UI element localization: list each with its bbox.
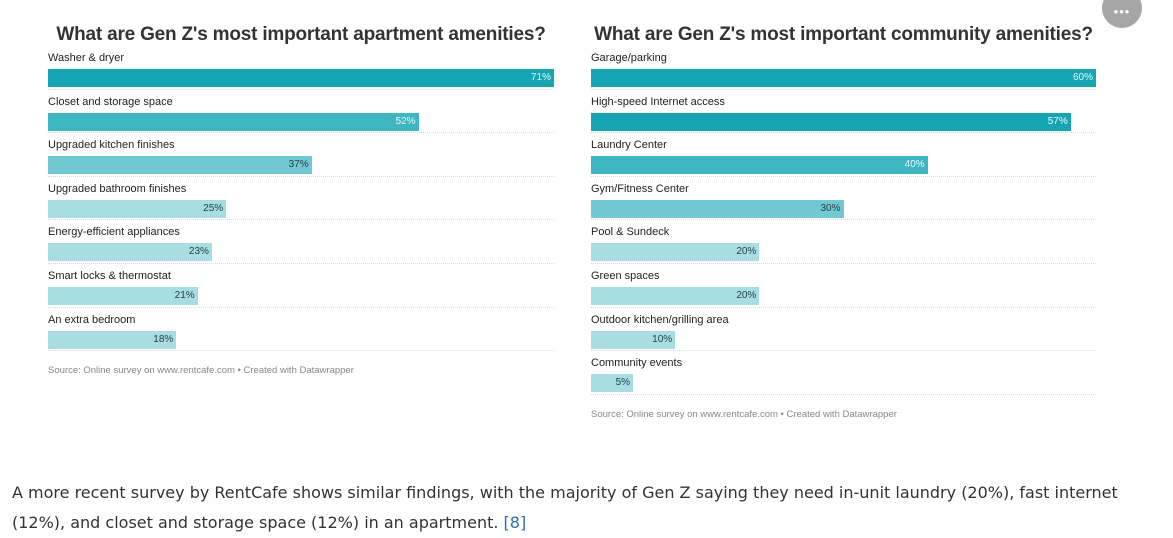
- bar-label: Energy-efficient appliances: [48, 226, 180, 239]
- bar-row: Garage/parking 60%: [591, 50, 1096, 94]
- more-dots-icon: •••: [1113, 4, 1131, 19]
- bar: 5%: [591, 374, 634, 393]
- bar-value-label: 30%: [820, 202, 841, 214]
- bar-value-label: 5%: [615, 377, 631, 389]
- bar-value-label: 37%: [288, 159, 309, 171]
- bar-row: Pool & Sundeck 20%: [591, 224, 1096, 268]
- bar-value-label: 40%: [904, 159, 925, 171]
- chart-title: What are Gen Z's most important apartmen…: [56, 24, 546, 45]
- bar-label: Washer & dryer: [48, 52, 125, 64]
- bar-value-label: 25%: [203, 202, 224, 214]
- bar-value-label: 21%: [174, 289, 195, 301]
- bar-row: Smart locks & thermostat 21%: [48, 268, 554, 312]
- bar-label: High-speed Internet access: [591, 95, 725, 108]
- bar-label: Closet and storage space: [48, 95, 173, 108]
- bar: 71%: [48, 69, 554, 87]
- bar-rows: Washer & dryer 71% Closet and storage spac…: [48, 50, 554, 355]
- bar-row: Laundry Center 40%: [591, 137, 1096, 181]
- bar-value-label: 52%: [395, 115, 416, 127]
- bar-row: Gym/Fitness Center 30%: [591, 181, 1096, 225]
- footnote-link[interactable]: [8]: [503, 513, 527, 532]
- bar-label: Smart locks & thermostat: [48, 269, 171, 282]
- bar-value-label: 23%: [188, 246, 209, 258]
- bar-label: Green spaces: [591, 269, 660, 282]
- bar-row: Upgraded kitchen finishes 37%: [48, 137, 554, 181]
- bar-label: Upgraded bathroom finishes: [48, 182, 187, 195]
- bar-row: Energy-efficient appliances 23%: [48, 224, 554, 268]
- bar-row: Upgraded bathroom finishes 25%: [48, 181, 554, 225]
- bar-value-label: 71%: [530, 72, 551, 83]
- bar: 52%: [48, 112, 419, 131]
- bar: 40%: [591, 156, 928, 175]
- bar: 25%: [48, 199, 227, 218]
- bar: 20%: [591, 243, 760, 262]
- more-options-button[interactable]: •••: [1102, 0, 1142, 28]
- bar: 18%: [48, 330, 177, 349]
- bar-value-label: 57%: [1047, 115, 1068, 127]
- bar-label: Gym/Fitness Center: [591, 182, 689, 195]
- chart-title: What are Gen Z's most important communit…: [594, 24, 1093, 45]
- bar: 20%: [591, 286, 760, 305]
- bar: 37%: [48, 156, 312, 175]
- bar-row: Closet and storage space 52%: [48, 94, 554, 138]
- bar-row: An extra bedroom 18%: [48, 312, 554, 356]
- bar-label: Outdoor kitchen/grilling area: [591, 313, 729, 326]
- bar-value-label: 20%: [736, 289, 757, 301]
- bar-value-label: 60%: [1072, 72, 1093, 83]
- bar-rows: Garage/parking 60% High-speed Internet acc…: [591, 50, 1096, 399]
- bar: 57%: [591, 112, 1071, 131]
- bar-row: Community events 5%: [591, 355, 1096, 399]
- bar: 10%: [591, 330, 676, 349]
- bar-label: Upgraded kitchen finishes: [48, 139, 175, 152]
- bar-label: Laundry Center: [591, 139, 667, 152]
- article-paragraph: A more recent survey by RentCafe shows s…: [12, 478, 1162, 538]
- bar-row: Washer & dryer 71%: [48, 50, 554, 94]
- bar-label: Community events: [591, 357, 683, 370]
- chart-source: Source: Online survey on www.rentcafe.co…: [591, 408, 897, 420]
- bar-label: Garage/parking: [591, 52, 667, 64]
- bar-value-label: 20%: [736, 246, 757, 258]
- apartment-amenities-chart: What are Gen Z's most important apartmen…: [48, 14, 554, 376]
- community-amenities-chart: What are Gen Z's most important communit…: [591, 14, 1096, 420]
- bar: 21%: [48, 286, 198, 305]
- bar-label: Pool & Sundeck: [591, 226, 670, 239]
- paragraph-text: A more recent survey by RentCafe shows s…: [12, 483, 1118, 532]
- bar-row: Green spaces 20%: [591, 268, 1096, 312]
- bar: 30%: [591, 199, 844, 218]
- bar-label: An extra bedroom: [48, 313, 136, 326]
- bar: 23%: [48, 243, 212, 262]
- bar: 60%: [591, 69, 1096, 87]
- bar-row: Outdoor kitchen/grilling area 10%: [591, 312, 1096, 356]
- bar-row: High-speed Internet access 57%: [591, 94, 1096, 138]
- chart-source: Source: Online survey on www.rentcafe.co…: [48, 365, 354, 377]
- bar-value-label: 10%: [652, 333, 673, 345]
- bar-value-label: 18%: [153, 333, 174, 345]
